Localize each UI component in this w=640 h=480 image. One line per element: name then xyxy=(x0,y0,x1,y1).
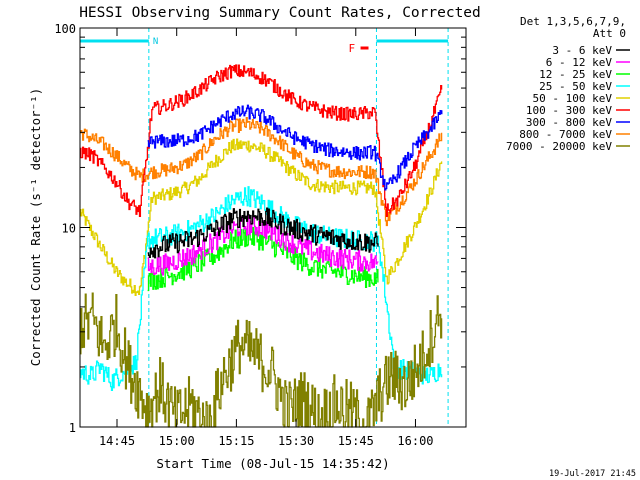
legend-label: 50 - 100 keV xyxy=(533,92,613,105)
legend-label: 25 - 50 keV xyxy=(539,80,612,93)
legend-header-line: Att 0 xyxy=(593,27,626,40)
x-tick-label: 15:15 xyxy=(218,434,254,448)
legend-header-line: Det 1,3,5,6,7,9, xyxy=(520,15,626,28)
series-2-trace xyxy=(147,226,379,292)
legend-header: Det 1,3,5,6,7,9,Att 0 xyxy=(520,15,626,40)
series-4-trace xyxy=(80,138,443,296)
x-tick-label: 14:45 xyxy=(99,434,135,448)
night-label: N xyxy=(153,37,158,47)
x-tick-label: 15:00 xyxy=(159,434,195,448)
series-1-trace xyxy=(147,215,379,276)
series-3-trace xyxy=(80,186,443,391)
series-6-trace xyxy=(147,104,443,191)
series-8-trace xyxy=(80,292,443,428)
legend-label: 300 - 800 keV xyxy=(526,116,612,129)
axis-ticks: 14:45 15:00 15:15 15:30 15:45 16:00 100 10 1 xyxy=(54,22,466,448)
y-tick-label: 10 xyxy=(62,222,76,236)
series-0-trace xyxy=(147,207,379,259)
x-axis-label: Start Time (08-Jul-15 14:35:42) xyxy=(156,456,389,471)
x-tick-label: 15:30 xyxy=(278,434,314,448)
y-tick-label: 1 xyxy=(69,421,76,435)
y-axis-label: Corrected Count Rate (s⁻¹ detector⁻¹) xyxy=(28,88,43,366)
legend-label: 800 - 7000 keV xyxy=(519,128,612,141)
legend-label: 100 - 300 keV xyxy=(526,104,612,117)
legend-label: 3 - 6 keV xyxy=(552,44,612,57)
legend-label: 12 - 25 keV xyxy=(539,68,612,81)
x-tick-label: 15:45 xyxy=(338,434,374,448)
legend-label: 7000 - 20000 keV xyxy=(506,140,612,153)
series-layer xyxy=(80,64,443,428)
x-tick-label: 16:00 xyxy=(397,434,433,448)
legend-label: 6 - 12 keV xyxy=(546,56,613,69)
flare-label: F xyxy=(349,42,356,55)
footer-date: 19-Jul-2017 21:45 xyxy=(549,469,636,479)
series-5-trace xyxy=(80,64,443,217)
chart-title: HESSI Observing Summary Count Rates, Cor… xyxy=(79,5,481,21)
y-tick-label: 100 xyxy=(54,22,76,36)
